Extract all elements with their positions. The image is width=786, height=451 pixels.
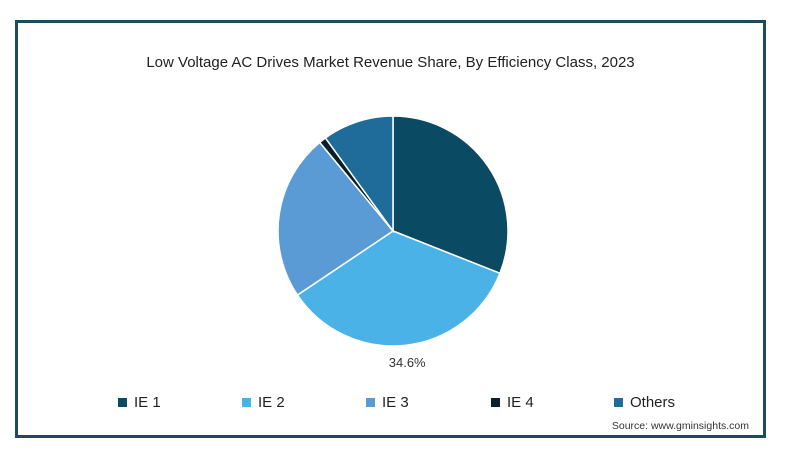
- legend-swatch-ie3: [366, 397, 375, 407]
- legend-item-ie1: IE 1: [118, 391, 161, 413]
- legend-label-others: Others: [630, 393, 676, 411]
- pie-slice-ie2: [296, 230, 501, 347]
- pie-slices: [277, 115, 509, 347]
- legend: IE 1 IE 2 IE 3 IE 4 Others: [18, 391, 763, 413]
- pie-slice-ie3: [277, 141, 395, 297]
- chart-title: Low Voltage AC Drives Market Revenue Sha…: [146, 54, 635, 71]
- legend-swatch-ie2: [242, 397, 251, 407]
- pie-slice-ie1: [392, 115, 509, 275]
- pie-slice-others: [324, 115, 394, 234]
- legend-swatch-others: [614, 397, 623, 407]
- legend-label-ie2: IE 2: [258, 393, 285, 411]
- legend-item-ie2: IE 2: [242, 391, 285, 413]
- legend-item-others: Others: [614, 391, 675, 413]
- legend-label-ie1: IE 1: [134, 393, 161, 411]
- legend-item-ie3: IE 3: [366, 391, 409, 413]
- pie-data-labels: 34.6%: [389, 355, 426, 370]
- legend-swatch-ie1: [118, 397, 127, 407]
- chart-frame: Low Voltage AC Drives Market Revenue Sha…: [15, 20, 766, 438]
- legend-swatch-ie4: [491, 397, 500, 407]
- data-label-ie2: 34.6%: [389, 355, 426, 370]
- source-note: Source: www.gminsights.com: [611, 420, 749, 432]
- legend-label-ie4: IE 4: [507, 393, 534, 411]
- legend-item-ie4: IE 4: [491, 391, 534, 413]
- pie-chart: 34.6%: [277, 115, 509, 370]
- legend-label-ie3: IE 3: [382, 393, 409, 411]
